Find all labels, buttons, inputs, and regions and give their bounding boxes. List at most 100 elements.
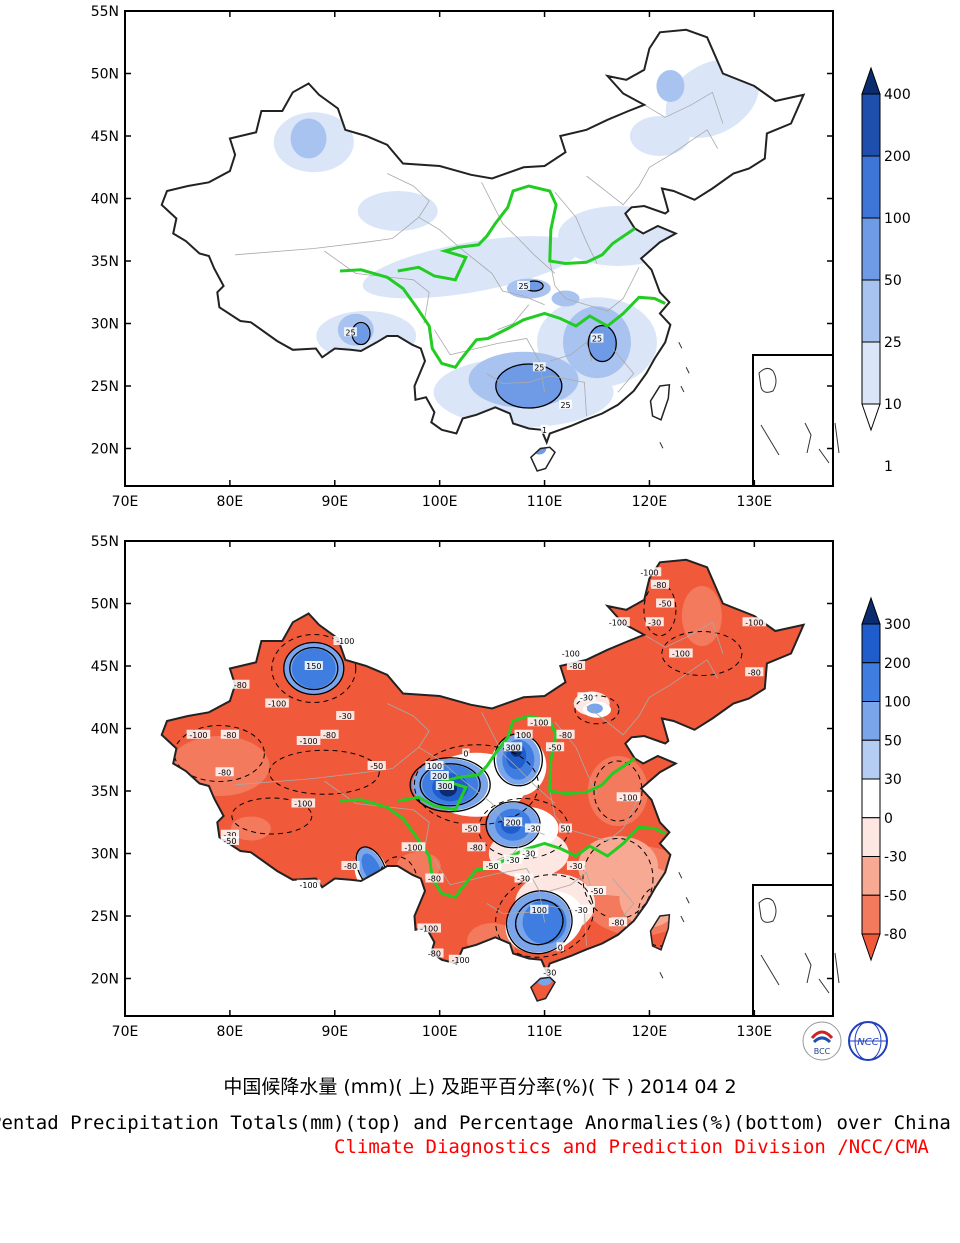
yangtze-river <box>339 268 666 370</box>
bottom-contour-label: -30 <box>223 831 236 840</box>
ncc-logo-text: NCC <box>857 1037 878 1048</box>
bottom-contour-label: 100 <box>532 906 547 915</box>
top-label-bg <box>559 399 572 409</box>
precip-1-10-area <box>357 191 438 231</box>
coastal-island <box>659 972 664 979</box>
credit-line: Climate Diagnostics and Prediction Divis… <box>334 1136 929 1158</box>
anomaly-negative-contour <box>231 797 313 835</box>
inset-coast <box>758 897 777 923</box>
bottom-label-bg <box>265 698 289 708</box>
bottom-contour-label: -100 <box>189 731 207 740</box>
lat-label: 20N <box>91 442 119 458</box>
lat-label: 30N <box>91 317 119 333</box>
bottom-label-bg <box>186 729 211 739</box>
bottom-contour-label: -50 <box>590 887 603 896</box>
province-line <box>586 129 718 206</box>
bottom-label-bg <box>656 598 675 608</box>
top-colorbar-box <box>861 93 881 157</box>
bottom-label-bg <box>304 661 323 670</box>
inset-coast-line <box>760 954 780 986</box>
bottom-label-bg <box>527 717 552 727</box>
lon-label: 130E <box>737 1024 773 1040</box>
precip-10-25-area <box>656 70 685 102</box>
top-colorbar-label: 100 <box>884 211 911 227</box>
province-line <box>549 871 593 892</box>
precipitation-anomaly-map: 55N 50N 45N 40N 35N 30N 25N 20N 70E 80E 90E 100E 110… <box>91 534 911 1040</box>
bottom-contour-label: -80 <box>323 731 336 740</box>
lat-label: 35N <box>91 254 119 270</box>
top-label-bg <box>344 327 357 337</box>
province-line <box>497 834 530 861</box>
bottom-contour-label: -100 <box>404 843 422 852</box>
bottom-colorbar-label: -30 <box>884 850 907 866</box>
bottom-label-bg <box>333 636 358 645</box>
bottom-contour-label: -50 <box>659 600 672 609</box>
precip-25-contour <box>587 324 617 363</box>
bottom-label-bg <box>220 829 239 839</box>
province-line <box>586 659 718 736</box>
anomaly-positive-contour <box>409 757 491 813</box>
bottom-label-bg <box>215 767 234 777</box>
south-china-sea-inset <box>752 884 834 1017</box>
top-colorbar-box <box>861 279 881 343</box>
anomaly-negative-contour <box>661 631 743 676</box>
bottom-label-bg <box>572 904 591 914</box>
lon-label: 70E <box>112 1024 139 1040</box>
top-label-bg <box>540 424 549 434</box>
bottom-label-bg <box>530 904 549 914</box>
lon-label: 80E <box>217 1024 244 1040</box>
bottom-contour-label: 0 <box>463 750 468 759</box>
bottom-contour-label: -80 <box>218 768 231 777</box>
bottom-label-bg <box>650 579 670 589</box>
bottom-contour-label: -50 <box>549 743 562 752</box>
top-colorbar-label: 50 <box>884 273 902 289</box>
bottom-contour-label: -100 <box>640 568 658 577</box>
top-colorbar-label: 400 <box>884 87 911 103</box>
bottom-label-bg <box>566 661 586 670</box>
anomaly-positive-contour <box>515 899 564 946</box>
bottom-contour-label: -100 <box>530 718 548 727</box>
province-boundaries <box>235 91 724 417</box>
bottom-contour-label: 100 <box>516 731 531 740</box>
south-china-sea-inset <box>752 354 834 487</box>
anomaly-positive-contour <box>283 641 345 696</box>
bottom-colorbar-top-arrow <box>861 596 881 625</box>
bottom-contour-label: 200 <box>505 818 520 827</box>
province-line <box>481 712 556 804</box>
top-colorbar-box <box>861 217 881 281</box>
lon-label: 100E <box>422 494 458 510</box>
bottom-colorbar-box <box>861 701 881 741</box>
anomaly-positive-contour <box>419 763 481 807</box>
bottom-contour-label: 50 <box>560 825 570 834</box>
province-line <box>235 173 430 256</box>
bottom-label-bg <box>430 771 449 780</box>
anomaly-negative-contour <box>268 749 380 795</box>
bottom-contour-label: 100 <box>427 762 442 771</box>
top-contour-label: 25 <box>592 335 602 344</box>
bottom-label-bg <box>425 948 444 958</box>
bottom-label-bg <box>514 873 533 883</box>
province-line <box>549 790 640 842</box>
top-contour-label: 25 <box>560 401 570 410</box>
bottom-colorbar-label: 300 <box>884 617 911 633</box>
bottom-contour-label: -50 <box>370 762 383 771</box>
bottom-contour-label: -100 <box>609 618 627 627</box>
bottom-label-bg <box>503 854 523 864</box>
china-border <box>160 558 806 976</box>
bottom-colorbar-box <box>861 739 881 780</box>
anomaly-positive-contour <box>506 890 573 955</box>
bottom-label-bg <box>336 711 355 720</box>
lon-label: 130E <box>737 494 773 510</box>
top-colorbar-label: 1 <box>884 459 893 475</box>
precip-10-25-area <box>290 118 327 159</box>
top-contour-label: 25 <box>534 363 544 372</box>
lon-label: 110E <box>527 494 563 510</box>
lon-label: 120E <box>632 1024 668 1040</box>
bottom-contour-label: -30 <box>580 693 593 702</box>
bottom-colorbar-label: 100 <box>884 695 911 711</box>
province-line <box>324 250 430 324</box>
lon-label: 90E <box>321 1024 348 1040</box>
bottom-label-bg <box>558 648 583 658</box>
bottom-contour-label: -100 <box>336 637 354 646</box>
lat-label: 45N <box>91 129 119 145</box>
